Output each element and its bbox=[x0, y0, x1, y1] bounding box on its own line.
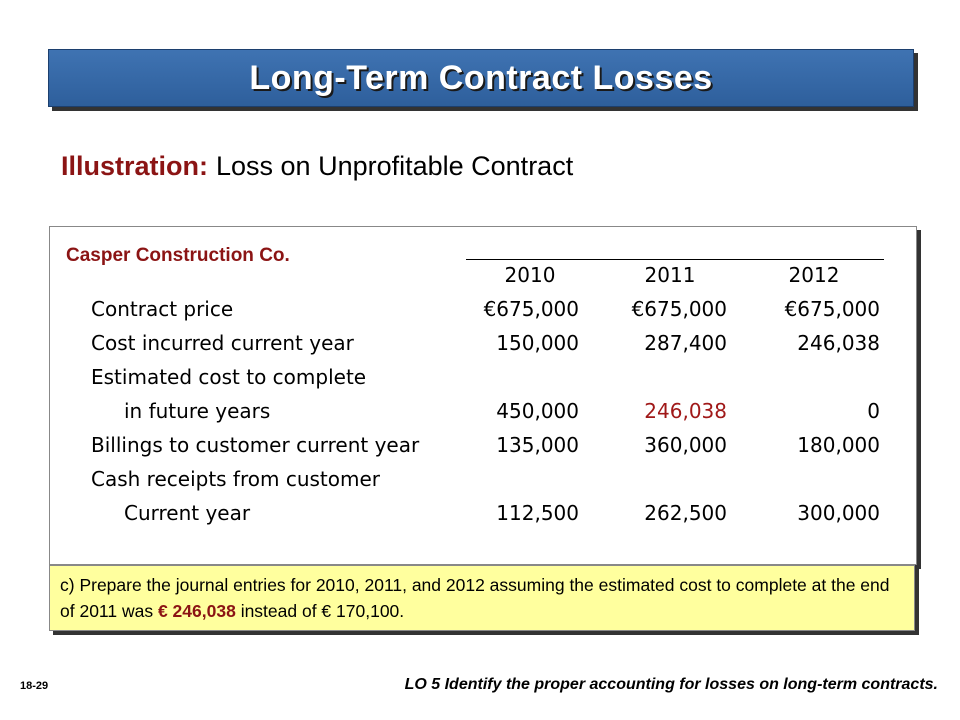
row-label-future-years: in future years bbox=[124, 399, 271, 423]
row-label-cash-receipts: Cash receipts from customer bbox=[91, 467, 381, 491]
cell-current-year-2012: 300,000 bbox=[797, 501, 880, 525]
cell-billings-2011: 360,000 bbox=[644, 433, 727, 457]
header-rule bbox=[466, 259, 884, 260]
cell-billings-2012: 180,000 bbox=[797, 433, 880, 457]
row-label-billings: Billings to customer current year bbox=[91, 433, 420, 457]
row-label-cost-incurred: Cost incurred current year bbox=[91, 331, 354, 355]
cell-cost-incurred-2012: 246,038 bbox=[797, 331, 880, 355]
cell-contract-price-2012: €675,000 bbox=[784, 297, 880, 321]
note-highlight: € 246,038 bbox=[157, 601, 236, 621]
contract-table: Casper Construction Co. 2010 2011 2012 C… bbox=[49, 226, 917, 565]
cell-contract-price-2010: €675,000 bbox=[483, 297, 579, 321]
year-header-2010: 2010 bbox=[504, 263, 556, 287]
note-suffix: instead of € 170,100. bbox=[240, 601, 405, 621]
row-label-current-year: Current year bbox=[124, 501, 251, 525]
illustration-text: Loss on Unprofitable Contract bbox=[216, 151, 574, 181]
page-title: Long-Term Contract Losses bbox=[249, 58, 713, 97]
cell-future-years-2012: 0 bbox=[867, 399, 880, 423]
cell-contract-price-2011: €675,000 bbox=[631, 297, 727, 321]
cell-current-year-2011: 262,500 bbox=[644, 501, 727, 525]
row-label-estimated-cost: Estimated cost to complete bbox=[91, 365, 367, 389]
cell-cost-incurred-2010: 150,000 bbox=[496, 331, 579, 355]
illustration-heading: Illustration: Loss on Unprofitable Contra… bbox=[61, 151, 573, 182]
note-prefix: c) Prepare the journal entries for 2010,… bbox=[60, 575, 890, 621]
year-header-2011: 2011 bbox=[644, 263, 696, 287]
cell-billings-2010: 135,000 bbox=[496, 433, 579, 457]
year-header-2012: 2012 bbox=[788, 263, 840, 287]
learning-objective-footer: LO 5 Identify the proper accounting for … bbox=[404, 676, 938, 693]
cell-current-year-2010: 112,500 bbox=[496, 501, 579, 525]
illustration-lead: Illustration: bbox=[61, 151, 208, 181]
row-label-contract-price: Contract price bbox=[91, 297, 234, 321]
cell-future-years-2011: 246,038 bbox=[644, 399, 727, 423]
cell-future-years-2010: 450,000 bbox=[496, 399, 579, 423]
slide-number: 18-29 bbox=[20, 680, 49, 692]
instruction-note: c) Prepare the journal entries for 2010,… bbox=[49, 565, 915, 631]
company-name: Casper Construction Co. bbox=[66, 245, 290, 266]
title-banner: Long-Term Contract Losses bbox=[48, 49, 914, 107]
cell-cost-incurred-2011: 287,400 bbox=[644, 331, 727, 355]
